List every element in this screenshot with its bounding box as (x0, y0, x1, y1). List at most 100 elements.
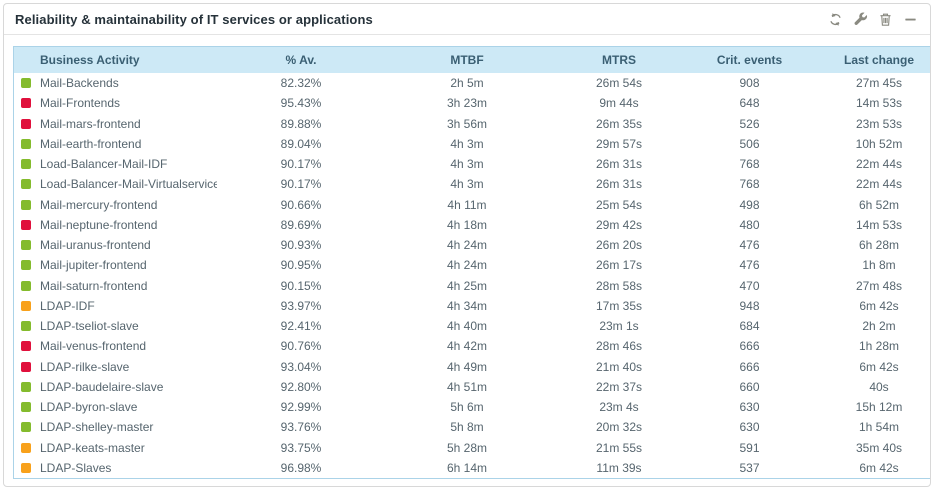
cell-mtbf: 6h 14m (446, 460, 488, 475)
panel-content: Business Activity% Av. MTBF MTRS Crit. even… (4, 35, 930, 479)
cell-availability: 93.97% (280, 298, 322, 313)
cell-mtrs: 9m 44s (599, 96, 639, 111)
business-activity-label: LDAP-tseliot-slave (40, 319, 139, 333)
table-row: LDAP-byron-slave 92.99% 5h 6m 23m 4s 630 15h … (14, 397, 931, 417)
cell-mtrs: 29m 42s (595, 217, 643, 232)
cell-crit_events: 498 (739, 197, 760, 212)
cell-last_change: 6h 52m (858, 197, 900, 212)
business-activity-label: Mail-saturn-frontend (40, 278, 148, 293)
business-activity-label: Mail-uranus-frontend (40, 238, 151, 252)
cell-last_change: 35m 40s (855, 440, 903, 455)
status-icon (21, 341, 31, 352)
business-activity-label: Load-Balancer-Mail-Virtualservice (40, 177, 217, 192)
table-row: Load-Balancer-Mail-IDF 90.17% 4h 3m 26m 31s… (14, 154, 931, 174)
cell-last_change: 27m 45s (855, 76, 903, 90)
cell-last_change: 6m 42s (859, 298, 899, 313)
cell-activity: Mail-jupiter-frontend (14, 255, 218, 275)
cell-activity: LDAP-rilke-slave (14, 357, 218, 377)
cell-last_change: 1h 8m (862, 258, 896, 273)
trash-icon[interactable] (878, 12, 893, 27)
cell-activity: Mail-uranus-frontend (14, 235, 218, 255)
cell-mtrs: 26m 31s (595, 157, 643, 171)
cell-crit_events: 480 (739, 217, 760, 232)
cell-activity: LDAP-IDF (14, 296, 218, 316)
table-row: LDAP-tseliot-slave 92.41% 4h 40m 23m 1s 684 2… (14, 316, 931, 336)
status-icon (21, 321, 31, 331)
cell-availability: 92.99% (280, 400, 322, 414)
panel-titlebar: Reliability & maintainability of IT serv… (4, 4, 930, 35)
business-activity-label: LDAP-Slaves (40, 460, 112, 475)
cell-mtrs: 22m 37s (595, 379, 643, 394)
business-activity-label: LDAP-byron-slave (40, 400, 138, 414)
status-icon (21, 260, 31, 271)
cell-mtbf: 5h 28m (446, 440, 488, 455)
cell-availability: 90.93% (280, 238, 322, 252)
column-header-crit_events: Crit. events (689, 46, 810, 73)
cell-mtbf: 4h 49m (446, 359, 488, 374)
cell-mtrs: 29m 57s (595, 136, 643, 151)
panel-toolbar (828, 11, 918, 27)
wrench-icon[interactable] (853, 11, 868, 27)
refresh-icon[interactable] (828, 12, 843, 27)
cell-mtbf: 4h 11m (447, 197, 487, 212)
cell-activity: LDAP-keats-master (14, 438, 218, 458)
cell-availability: 93.04% (280, 359, 322, 374)
cell-mtrs: 26m 35s (595, 116, 643, 131)
cell-last_change: 22m 44s (855, 157, 903, 171)
business-activity-label: Load-Balancer-Mail-IDF (40, 157, 168, 171)
cell-availability: 96.98% (280, 460, 322, 475)
cell-last_change: 40s (869, 379, 889, 394)
minus-icon[interactable] (903, 12, 918, 27)
cell-mtbf: 4h 51m (446, 379, 488, 394)
table-row: Mail-saturn-frontend 90.15% 4h 25m 28m 58s 4… (14, 276, 931, 296)
cell-crit_events: 648 (739, 96, 760, 111)
cell-mtrs: 26m 17s (595, 258, 643, 273)
table-row: Mail-earth-frontend 89.04% 4h 3m 29m 57s 506… (14, 134, 931, 154)
table-header-row: Business Activity% Av. MTBF MTRS Crit. even… (13, 46, 930, 73)
cell-availability: 93.76% (280, 420, 322, 435)
cell-availability: 90.76% (280, 339, 322, 354)
cell-mtrs: 26m 31s (595, 177, 643, 192)
cell-last_change: 14m 53s (855, 96, 903, 111)
cell-last_change: 6h 28m (858, 238, 900, 252)
cell-activity: Load-Balancer-Mail-Virtualservice (14, 174, 217, 194)
business-activity-label: LDAP-shelley-master (40, 420, 154, 435)
status-icon (21, 138, 31, 149)
cell-crit_events: 660 (739, 379, 760, 394)
table-row: LDAP-baudelaire-slave 92.80% 4h 51m 22m 37s… (14, 377, 931, 397)
cell-mtbf: 4h 25m (446, 278, 488, 293)
status-icon (21, 442, 31, 453)
status-icon (21, 462, 31, 473)
cell-availability: 90.15% (280, 278, 322, 293)
cell-mtbf: 4h 3m (450, 177, 484, 192)
cell-activity: Mail-venus-frontend (14, 336, 218, 356)
cell-availability: 89.69% (280, 217, 322, 232)
cell-activity: LDAP-tseliot-slave (14, 316, 218, 336)
cell-crit_events: 948 (739, 298, 760, 313)
table-row: Mail-mercury-frontend 90.66% 4h 11m 25m 54s… (14, 195, 931, 215)
cell-mtbf: 2h 5m (450, 76, 484, 90)
cell-mtbf: 4h 34m (446, 298, 488, 313)
cell-crit_events: 470 (739, 278, 760, 293)
cell-mtbf: 4h 18m (446, 217, 488, 232)
cell-mtbf: 4h 24m (446, 238, 488, 252)
cell-activity: Mail-neptune-frontend (14, 215, 218, 235)
cell-crit_events: 768 (739, 177, 760, 192)
cell-crit_events: 506 (739, 136, 760, 151)
cell-mtrs: 17m 35s (595, 298, 643, 313)
cell-mtrs: 26m 20s (595, 238, 643, 252)
cell-mtbf: 4h 40m (446, 319, 488, 333)
business-activity-label: LDAP-keats-master (40, 440, 145, 455)
cell-availability: 93.75% (280, 440, 322, 455)
cell-last_change: 6m 42s (859, 460, 899, 475)
cell-last_change: 23m 53s (855, 116, 903, 131)
cell-activity: LDAP-Slaves (14, 458, 218, 479)
cell-mtrs: 28m 58s (595, 278, 643, 293)
cell-availability: 90.95% (280, 258, 322, 273)
status-icon (21, 280, 31, 291)
cell-mtbf: 5h 8m (450, 420, 484, 435)
table-row: LDAP-IDF 93.97% 4h 34m 17m 35s 948 6m 42s (14, 296, 931, 316)
status-icon (21, 219, 31, 230)
status-icon (21, 78, 31, 88)
panel-title: Reliability & maintainability of IT serv… (15, 11, 373, 27)
